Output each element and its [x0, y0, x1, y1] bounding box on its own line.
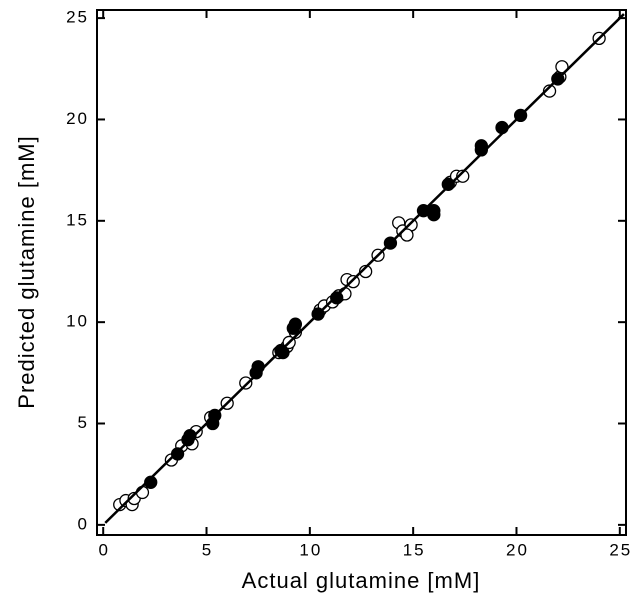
x-tick-label: 20 — [506, 540, 529, 559]
open-point — [239, 376, 253, 390]
open-point — [456, 169, 470, 183]
x-axis-title: Actual glutamine [mM] — [242, 568, 481, 593]
filled-point — [288, 317, 303, 331]
filled-point — [427, 204, 441, 218]
fit-line — [104, 13, 625, 524]
filled-point — [441, 177, 455, 191]
filled-point — [330, 291, 344, 305]
y-tick-label: 25 — [66, 8, 89, 27]
y-tick-label: 20 — [66, 109, 89, 128]
filled-point — [144, 475, 158, 489]
filled-point — [495, 120, 509, 135]
x-tick-label: 15 — [403, 540, 426, 559]
y-axis-title: Predicted glutamine [mM] — [14, 135, 39, 408]
open-point — [346, 274, 360, 289]
y-tick-label: 10 — [66, 312, 89, 331]
filled-point — [170, 447, 185, 461]
y-tick-label: 5 — [78, 413, 89, 432]
open-point — [400, 228, 414, 242]
x-tick-label: 5 — [202, 540, 213, 559]
y-tick-label: 0 — [78, 514, 89, 533]
open-point — [542, 84, 557, 98]
filled-point — [183, 429, 197, 443]
filled-point — [251, 360, 265, 374]
y-tick-label: 15 — [66, 210, 89, 229]
x-tick-label: 0 — [98, 540, 109, 559]
open-point — [358, 264, 373, 279]
filled-point — [276, 345, 290, 360]
open-point — [555, 60, 569, 74]
filled-point — [474, 139, 489, 153]
open-point — [135, 485, 150, 500]
x-tick-label: 25 — [609, 540, 632, 559]
plot-frame — [96, 9, 627, 536]
x-tick-label: 10 — [299, 540, 322, 559]
